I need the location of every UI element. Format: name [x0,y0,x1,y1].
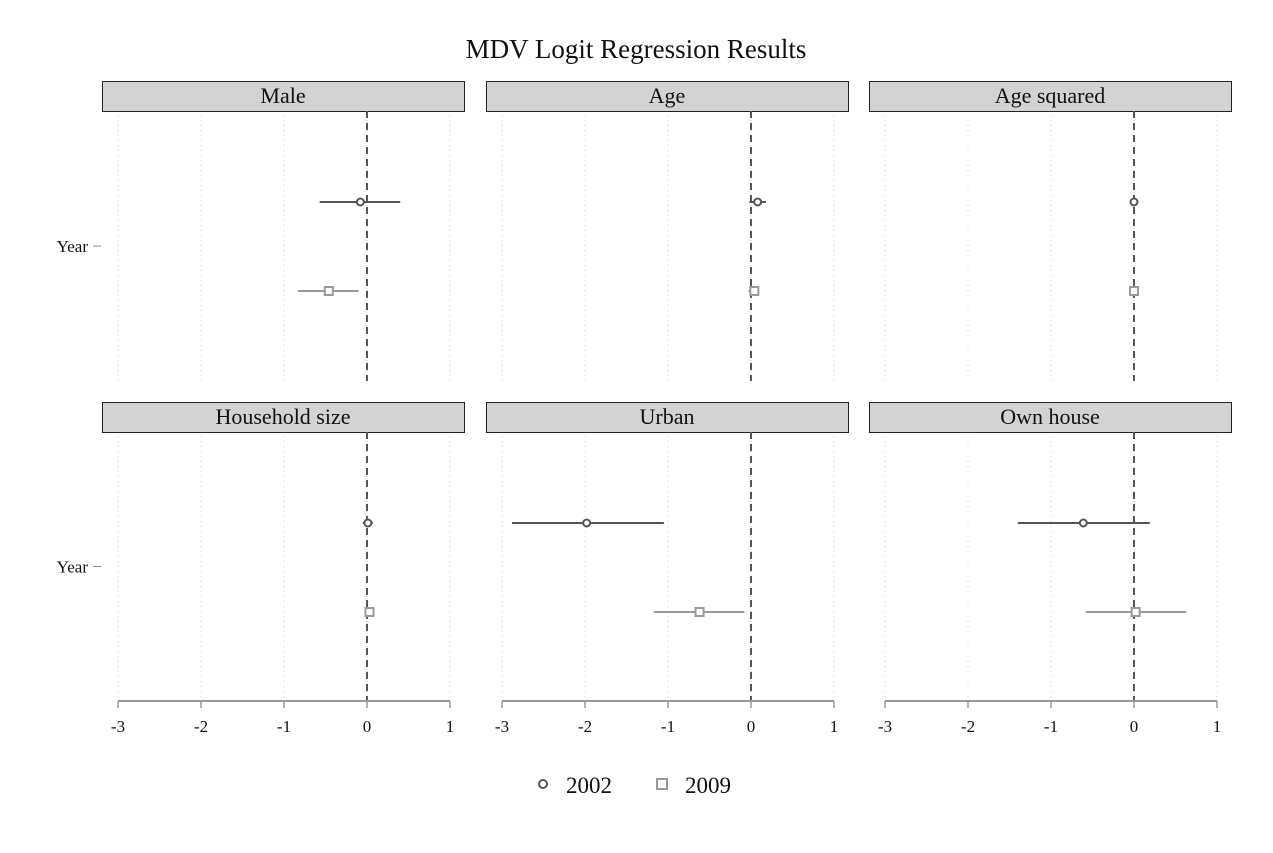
point-2002 [582,518,592,528]
legend-label-2009: 2009 [685,773,731,798]
point-2002 [1129,197,1139,207]
x-tick-label: -1 [277,717,291,736]
x-tick-label: 0 [363,717,372,736]
point-2009 [1129,286,1139,296]
point-2009 [694,607,705,617]
x-tick-label: 0 [747,717,756,736]
panels-layer: Male Year Age Age squared Household size Year… [57,81,1232,736]
y-tick-label: Year [57,237,89,256]
point-2002 [363,518,373,528]
x-tick-label: -3 [878,717,892,736]
point-2009 [749,286,760,296]
panel-strip-label: Age [649,83,686,108]
panel-male: Male Year [57,81,465,381]
point-2002 [753,197,763,207]
panel-strip [102,81,465,112]
point-2009 [323,286,334,296]
x-tick-label: -2 [578,717,592,736]
point-2009 [1130,607,1141,617]
panel-strip-label: Household size [215,404,350,429]
legend-item-2002: 2002 [538,773,612,798]
panel-strip [869,402,1232,433]
panel-strip [486,402,849,433]
panel-strip-label: Male [260,83,305,108]
point-2009 [364,607,375,617]
panel-strip [869,81,1232,112]
legend-item-2009: 2009 [656,773,731,798]
panel-urban: Urban -3 -2 -1 0 1 [486,402,849,736]
chart-title: MDV Logit Regression Results [466,34,807,64]
legend-marker-2002 [538,779,548,789]
panel-strip [102,402,465,433]
x-tick-label: 1 [1213,717,1222,736]
x-tick-label: 1 [446,717,455,736]
x-tick-label: 1 [830,717,839,736]
x-tick-label: -1 [661,717,675,736]
x-tick-label: -3 [495,717,509,736]
x-tick-label: -3 [111,717,125,736]
panel-own-house: Own house -3 -2 -1 0 1 [869,402,1232,736]
x-tick-label: -2 [961,717,975,736]
x-tick-label: 0 [1130,717,1139,736]
x-tick-label: -1 [1044,717,1058,736]
y-tick-label: Year [57,558,89,577]
panel-age-squared: Age squared [869,81,1232,381]
point-2002 [355,197,365,207]
point-2002 [1078,518,1088,528]
x-tick-label: -2 [194,717,208,736]
legend-label-2002: 2002 [566,773,612,798]
panel-strip-label: Own house [1000,404,1100,429]
legend: 2002 2009 [538,773,731,798]
panel-strip-label: Age squared [995,83,1106,108]
panel-strip-label: Urban [640,404,695,429]
panel-age: Age [486,81,849,381]
panel-household-size: Household size Year -3 -2 -1 0 1 [57,402,465,736]
panel-strip [486,81,849,112]
legend-marker-2009 [656,778,668,790]
